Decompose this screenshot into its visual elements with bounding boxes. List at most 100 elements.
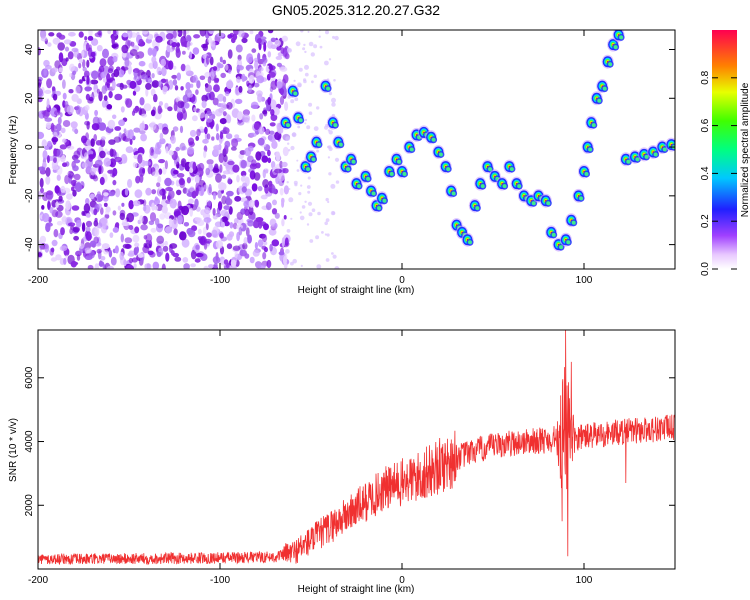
noise-dot xyxy=(282,168,289,174)
noise-dot xyxy=(231,138,239,148)
noise-dot xyxy=(209,120,214,130)
noise-dot xyxy=(99,150,106,159)
noise-dot xyxy=(221,174,227,179)
noise-dot xyxy=(44,117,53,122)
noise-dot xyxy=(330,183,336,189)
noise-dot xyxy=(236,76,241,83)
x-tick-label: -100 xyxy=(210,275,230,286)
noise-dot xyxy=(219,232,224,239)
signal-blob xyxy=(545,225,558,240)
noise-dot xyxy=(306,223,310,226)
noise-dot xyxy=(168,60,174,70)
noise-dot xyxy=(290,145,295,151)
noise-dot xyxy=(151,189,157,195)
noise-dot xyxy=(78,62,82,69)
noise-dot xyxy=(240,159,247,169)
noise-dot xyxy=(132,161,138,168)
signal-blob xyxy=(474,176,487,191)
noise-dot xyxy=(268,65,276,71)
noise-dot xyxy=(67,222,76,227)
noise-dot xyxy=(313,126,319,131)
noise-dot xyxy=(269,122,276,127)
signal-blob xyxy=(383,164,396,179)
noise-dot xyxy=(120,106,125,113)
noise-dot xyxy=(254,60,259,70)
x-tick-label: 100 xyxy=(576,575,593,586)
noise-dot xyxy=(87,35,94,41)
noise-dot xyxy=(255,151,262,161)
noise-dot xyxy=(55,254,62,261)
colorbar-ticks: 0.0 0.2 0.4 0.6 0.8 xyxy=(700,70,737,276)
noise-dot xyxy=(254,242,258,250)
noise-dot xyxy=(255,217,264,223)
noise-dot xyxy=(152,261,160,269)
noise-dot xyxy=(269,243,273,252)
noise-dot xyxy=(247,84,252,93)
noise-dot xyxy=(303,78,307,82)
noise-dot xyxy=(51,137,59,143)
noise-dot xyxy=(64,100,69,107)
noise-dot xyxy=(215,123,219,132)
noise-dot xyxy=(177,200,182,210)
noise-dot xyxy=(85,93,90,101)
noise-dot xyxy=(286,181,289,184)
noise-dot xyxy=(217,63,224,69)
colorbar-label: Normalized spectral amplitude xyxy=(740,82,750,217)
noise-dot xyxy=(164,160,168,170)
noise-dot xyxy=(158,247,164,253)
noise-dot xyxy=(112,167,118,177)
noise-dot xyxy=(114,156,122,163)
noise-dot xyxy=(229,222,234,229)
noise-dot xyxy=(81,50,85,58)
noise-dot xyxy=(63,39,72,45)
noise-dot xyxy=(206,117,213,123)
noise-dot xyxy=(126,212,135,223)
noise-dot xyxy=(268,228,277,236)
noise-dot xyxy=(154,147,162,155)
y-tick-label: 6000 xyxy=(24,366,35,389)
noise-dot xyxy=(328,172,332,176)
noise-dot xyxy=(121,221,130,227)
signal-blob xyxy=(590,91,603,106)
noise-dot xyxy=(231,146,237,151)
signal-track xyxy=(279,30,675,252)
noise-dot xyxy=(172,126,179,132)
noise-dot xyxy=(133,70,138,80)
noise-dot xyxy=(38,252,43,258)
noise-dot xyxy=(151,56,157,64)
noise-dot xyxy=(189,186,195,193)
noise-dot xyxy=(223,154,228,163)
noise-dot xyxy=(213,262,218,269)
noise-dot xyxy=(147,78,153,83)
noise-dot xyxy=(143,235,148,240)
noise-dot xyxy=(149,121,157,131)
noise-dot xyxy=(222,170,231,175)
signal-blob xyxy=(665,137,675,152)
noise-region xyxy=(38,30,340,269)
noise-dot xyxy=(78,58,84,63)
noise-dot xyxy=(250,101,259,110)
noise-dot xyxy=(52,37,61,45)
noise-dot xyxy=(123,259,127,266)
noise-dot xyxy=(127,129,134,140)
noise-dot xyxy=(202,43,208,52)
noise-dot xyxy=(238,85,243,93)
noise-dot xyxy=(156,182,161,188)
noise-dot xyxy=(227,177,232,185)
noise-dot xyxy=(84,145,92,151)
noise-dot xyxy=(48,32,55,37)
noise-dot xyxy=(133,127,141,133)
noise-dot xyxy=(258,67,264,72)
noise-dot xyxy=(316,264,322,269)
noise-dot xyxy=(283,185,289,195)
noise-dot xyxy=(267,149,271,157)
noise-dot xyxy=(281,218,285,227)
noise-dot xyxy=(257,38,262,44)
noise-dot xyxy=(242,242,248,250)
noise-dot xyxy=(304,72,309,77)
noise-dot xyxy=(153,93,158,103)
noise-dot xyxy=(257,137,265,146)
noise-dot xyxy=(246,80,250,87)
